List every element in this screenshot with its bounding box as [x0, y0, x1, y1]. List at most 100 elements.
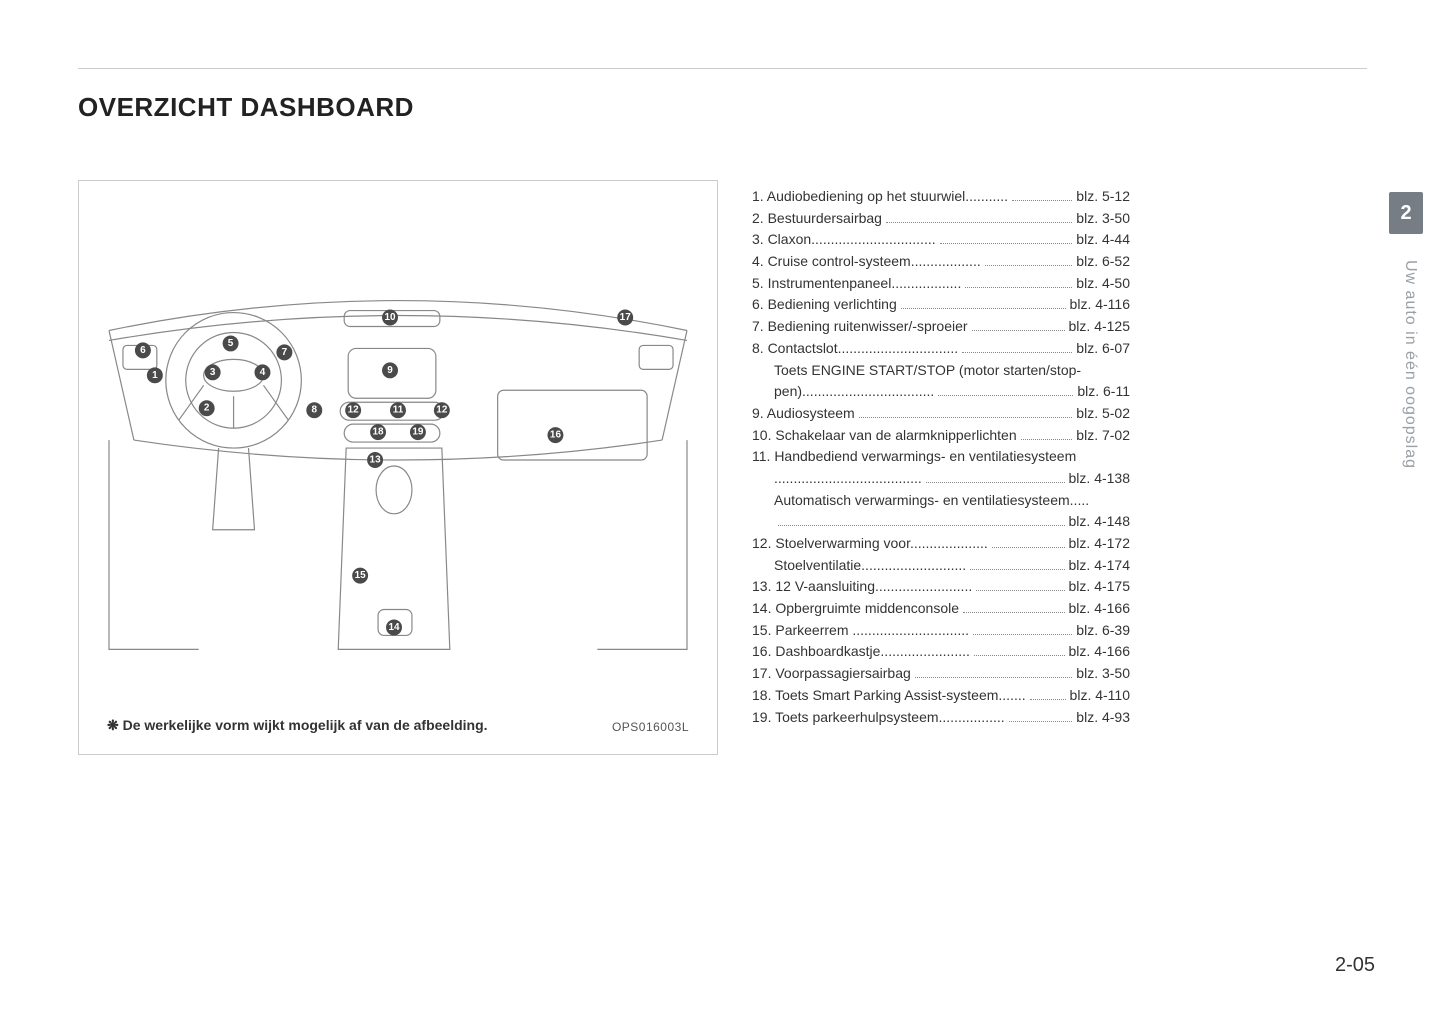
callout-marker: 8 — [306, 402, 322, 418]
toc-label: 13. 12 V-aansluiting....................… — [752, 576, 972, 598]
toc-leader-dots — [985, 265, 1073, 266]
toc-row: 2. Bestuurdersairbagblz. 3-50 — [752, 208, 1130, 230]
toc-leader-dots — [970, 569, 1064, 570]
toc-row: 3. Claxon...............................… — [752, 229, 1130, 251]
toc-label: 4. Cruise control-systeem...............… — [752, 251, 981, 273]
toc-row: blz. 4-148 — [752, 511, 1130, 533]
toc-leader-dots — [965, 287, 1072, 288]
right-margin: 2 Uw auto in één oogopslag — [1375, 0, 1445, 1019]
callout-marker: 7 — [276, 344, 292, 360]
svg-text:15: 15 — [355, 570, 367, 581]
toc-page: blz. 5-02 — [1076, 403, 1130, 425]
toc-leader-dots — [1021, 439, 1073, 440]
callout-marker: 13 — [367, 452, 383, 468]
svg-text:14: 14 — [388, 622, 400, 633]
callout-marker: 17 — [617, 310, 633, 326]
toc-page: blz. 4-172 — [1069, 533, 1130, 555]
toc-label: Toets ENGINE START/STOP (motor starten/s… — [752, 360, 1081, 382]
callout-marker: 11 — [390, 402, 406, 418]
toc-label: ...................................... — [752, 468, 922, 490]
callout-marker: 5 — [223, 335, 239, 351]
toc-row: 5. Instrumentenpaneel.................. b… — [752, 273, 1130, 295]
toc-label: 17. Voorpassagiersairbag — [752, 663, 911, 685]
toc-leader-dots — [886, 222, 1072, 223]
toc-page: blz. 7-02 — [1076, 425, 1130, 447]
toc-label: 8. Contactslot..........................… — [752, 338, 958, 360]
toc-page: blz. 5-12 — [1076, 186, 1130, 208]
toc-leader-dots — [778, 525, 1065, 526]
toc-page: blz. 4-125 — [1069, 316, 1130, 338]
toc-label: 2. Bestuurdersairbag — [752, 208, 882, 230]
callout-marker: 12 — [434, 402, 450, 418]
toc-row: 7. Bediening ruitenwisser/-sproeier blz. … — [752, 316, 1130, 338]
toc-leader-dots — [974, 655, 1065, 656]
toc-leader-dots — [963, 612, 1065, 613]
toc-row: 19. Toets parkeerhulpsysteem............… — [752, 707, 1130, 729]
toc-leader-dots — [973, 634, 1072, 635]
toc-label: 18. Toets Smart Parking Assist-systeem..… — [752, 685, 1026, 707]
figure-code: OPS016003L — [612, 720, 689, 734]
dashboard-figure: 1234567891011121213141516171819 ❋ De wer… — [78, 180, 718, 755]
svg-text:4: 4 — [260, 367, 266, 378]
callout-marker: 3 — [205, 364, 221, 380]
toc-label: 5. Instrumentenpaneel.................. — [752, 273, 961, 295]
callout-marker: 6 — [135, 342, 151, 358]
callout-marker: 18 — [370, 424, 386, 440]
toc-label: 10. Schakelaar van de alarmknipperlichte… — [752, 425, 1017, 447]
toc-label: 9. Audiosysteem — [752, 403, 855, 425]
toc-leader-dots — [1030, 699, 1066, 700]
callout-marker: 9 — [382, 362, 398, 378]
chapter-tab: 2 — [1389, 192, 1423, 234]
toc-label: 1. Audiobediening op het stuurwiel......… — [752, 186, 1008, 208]
svg-text:3: 3 — [210, 367, 216, 378]
callout-marker: 1 — [147, 367, 163, 383]
toc-row: ......................................bl… — [752, 468, 1130, 490]
callout-marker: 14 — [386, 619, 402, 635]
toc-row: 11. Handbediend verwarmings- en ventilat… — [752, 446, 1130, 468]
toc-page: blz. 4-116 — [1070, 294, 1130, 316]
toc-page: blz. 3-50 — [1076, 663, 1130, 685]
toc-leader-dots — [926, 482, 1065, 483]
callout-marker: 4 — [255, 364, 271, 380]
toc-leader-dots — [992, 547, 1065, 548]
toc-row: 10. Schakelaar van de alarmknipperlichte… — [752, 425, 1130, 447]
table-of-contents: 1. Audiobediening op het stuurwiel......… — [752, 186, 1130, 728]
toc-leader-dots — [972, 330, 1065, 331]
callout-marker: 19 — [410, 424, 426, 440]
toc-row: 13. 12 V-aansluiting....................… — [752, 576, 1130, 598]
toc-page: blz. 4-50 — [1076, 273, 1130, 295]
toc-row: 1. Audiobediening op het stuurwiel......… — [752, 186, 1130, 208]
toc-page: blz. 4-166 — [1069, 598, 1130, 620]
svg-text:10: 10 — [384, 312, 396, 323]
svg-text:5: 5 — [228, 338, 234, 349]
toc-label: 7. Bediening ruitenwisser/-sproeier — [752, 316, 968, 338]
toc-row: 18. Toets Smart Parking Assist-systeem..… — [752, 685, 1130, 707]
toc-label: 19. Toets parkeerhulpsysteem............… — [752, 707, 1005, 729]
toc-row: 8. Contactslot..........................… — [752, 338, 1130, 360]
toc-leader-dots — [859, 417, 1073, 418]
toc-page: blz. 6-07 — [1076, 338, 1130, 360]
callout-marker: 15 — [352, 568, 368, 584]
toc-row: 14. Opbergruimte middenconsoleblz. 4-166 — [752, 598, 1130, 620]
toc-label: 12. Stoelverwarming voor................… — [752, 533, 988, 555]
toc-label: Stoelventilatie.........................… — [752, 555, 966, 577]
toc-page: blz. 4-44 — [1076, 229, 1130, 251]
toc-label: pen).................................. — [752, 381, 934, 403]
toc-row: 15. Parkeerrem .........................… — [752, 620, 1130, 642]
toc-label: 15. Parkeerrem .........................… — [752, 620, 969, 642]
svg-text:18: 18 — [373, 427, 385, 438]
callout-marker: 2 — [199, 400, 215, 416]
side-label: Uw auto in één oogopslag — [1401, 260, 1419, 469]
callout-marker: 16 — [547, 427, 563, 443]
toc-page: blz. 6-11 — [1077, 381, 1130, 403]
figure-note: ❋ De werkelijke vorm wijkt mogelijk af v… — [107, 717, 488, 734]
toc-page: blz. 6-39 — [1076, 620, 1130, 642]
toc-row: Toets ENGINE START/STOP (motor starten/s… — [752, 360, 1130, 382]
toc-row: 16. Dashboardkastje.....................… — [752, 641, 1130, 663]
toc-row: 4. Cruise control-systeem...............… — [752, 251, 1130, 273]
page-title: OVERZICHT DASHBOARD — [78, 92, 414, 123]
toc-leader-dots — [1012, 200, 1072, 201]
toc-row: 6. Bediening verlichtingblz. 4-116 — [752, 294, 1130, 316]
toc-page: blz. 4-175 — [1069, 576, 1130, 598]
toc-page: blz. 6-52 — [1076, 251, 1130, 273]
